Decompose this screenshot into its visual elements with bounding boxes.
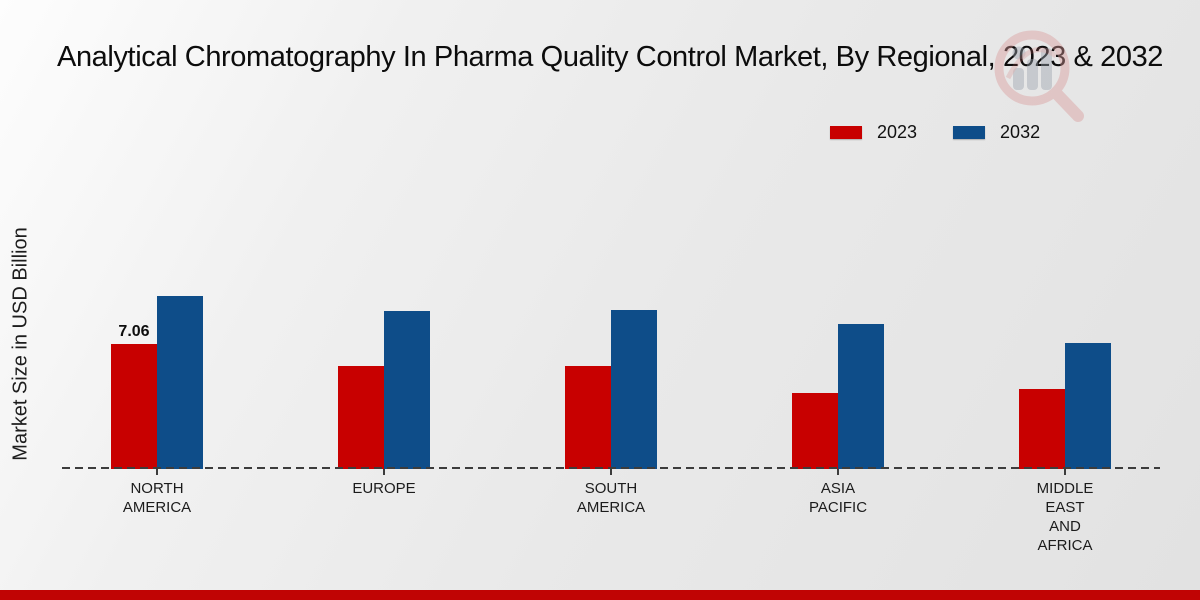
- bar-2032-south-america: [611, 310, 657, 469]
- axis-tick: [156, 469, 158, 475]
- axis-tick: [383, 469, 385, 475]
- magnifier-chart-logo-icon: [994, 30, 1084, 122]
- bar-2023-middle-east-and-africa: [1019, 389, 1065, 469]
- axis-tick: [610, 469, 612, 475]
- category-label-middle-east-and-africa: MIDDLE EAST AND AFRICA: [1036, 480, 1094, 554]
- bar-2023-asia-pacific: [792, 393, 838, 469]
- legend-swatch-2032: [953, 125, 986, 139]
- chart-title: Analytical Chromatography In Pharma Qual…: [57, 41, 1164, 73]
- bar-2023-south-america: [565, 366, 611, 469]
- data-label-7.06: 7.06: [118, 323, 150, 340]
- axis-tick: [1064, 469, 1066, 475]
- category-label-north-america: NORTH AMERICA: [122, 480, 192, 516]
- category-label-south-america: SOUTH AMERICA: [576, 480, 646, 516]
- bar-2032-europe: [384, 311, 430, 469]
- bar-2032-middle-east-and-africa: [1065, 343, 1111, 469]
- axis-tick: [837, 469, 839, 475]
- bar-2023-europe: [338, 366, 384, 469]
- bar-2032-asia-pacific: [838, 324, 884, 469]
- legend-swatch-2023: [830, 125, 862, 139]
- legend-label-2023: 2023: [877, 121, 918, 142]
- x-axis-baseline: [62, 467, 1160, 469]
- footer-red-bar: [0, 590, 1200, 600]
- legend: 2023 2032: [830, 118, 1040, 146]
- category-label-asia-pacific: ASIA PACIFIC: [808, 480, 868, 516]
- legend-label-2032: 2032: [1000, 121, 1041, 142]
- bar-2023-north-america: [111, 344, 157, 469]
- bar-2032-north-america: [157, 296, 203, 469]
- category-label-europe: EUROPE: [352, 480, 416, 497]
